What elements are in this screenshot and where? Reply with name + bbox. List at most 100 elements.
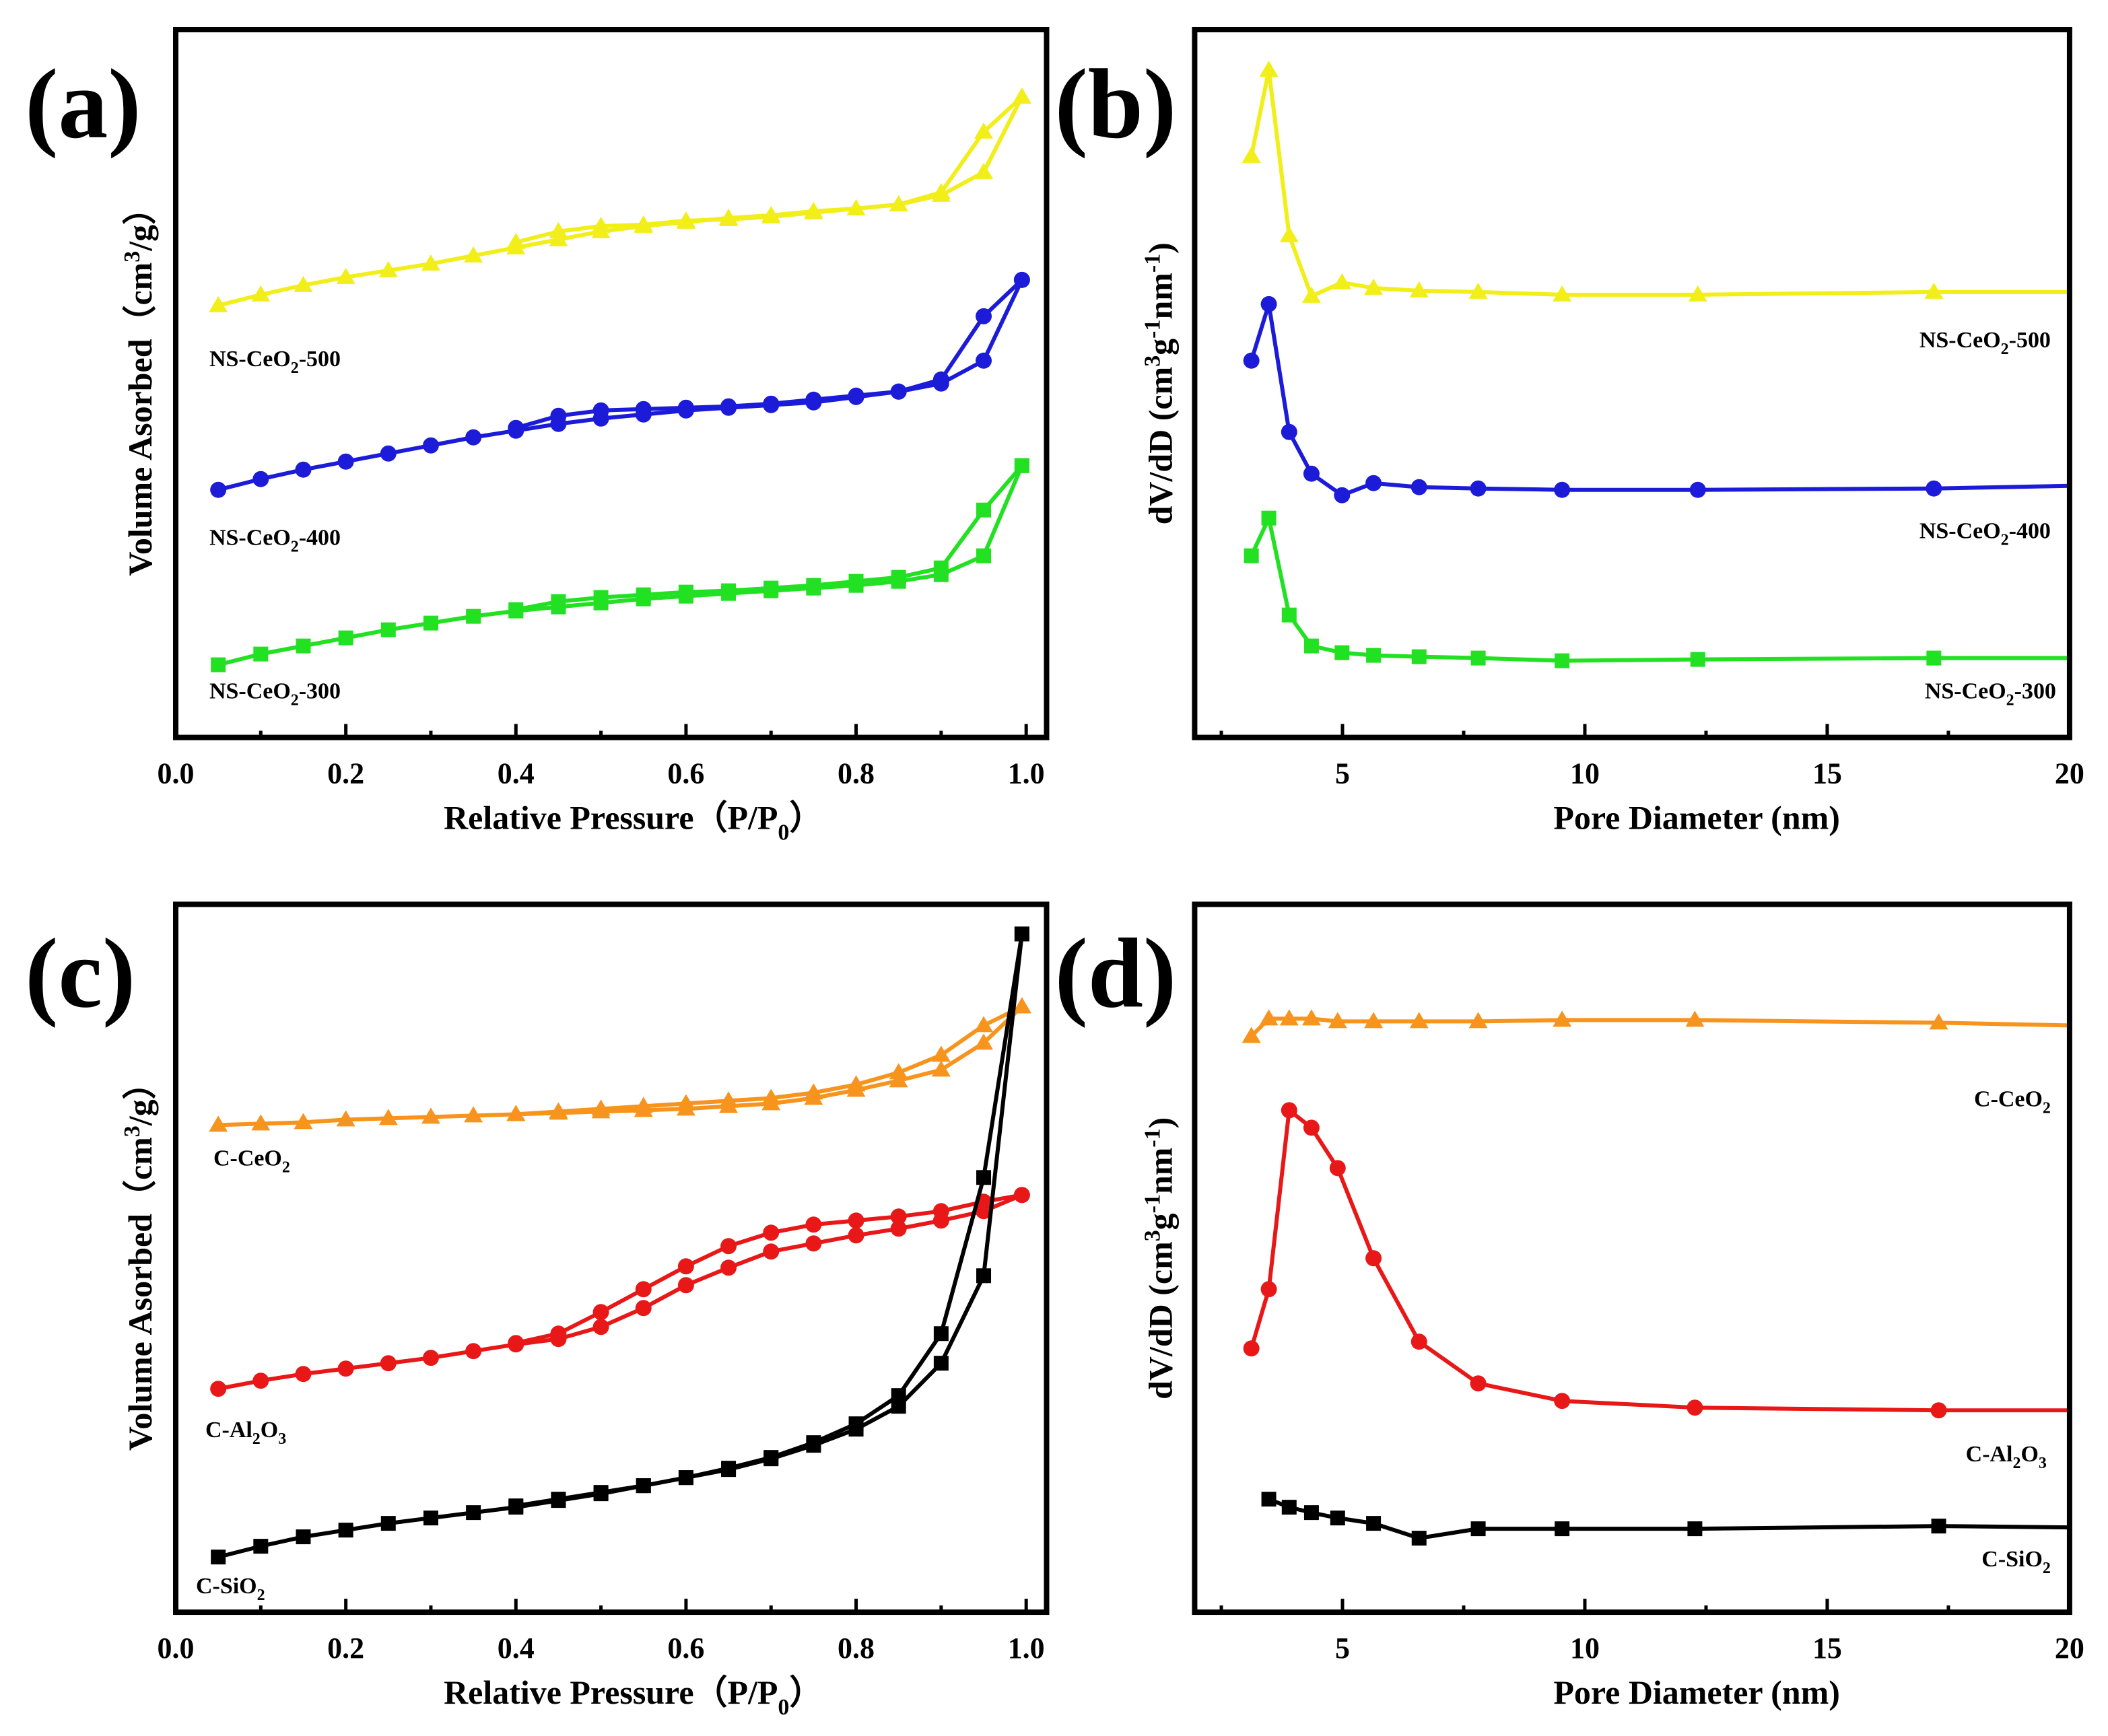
x-tick-label: 0.6 <box>667 757 704 790</box>
ns-ceo2-500-desorption-point <box>974 122 994 139</box>
ns-ceo2-400-adsorption-point <box>337 453 354 470</box>
c-sio2-point <box>1303 1505 1319 1521</box>
c-al2o3-adsorption-point <box>465 1343 482 1360</box>
c-ceo2-point <box>1328 1012 1347 1029</box>
c-ceo2-point <box>1364 1012 1384 1029</box>
c-ceo2-adsorption-point <box>421 1107 440 1124</box>
c-sio2-point <box>1687 1521 1703 1537</box>
x-axis-label-b: Pore Diameter (nm) <box>1553 799 1840 837</box>
c-al2o3-adsorption-point <box>890 1220 907 1237</box>
c-al2o3-desorption-point <box>508 1335 524 1352</box>
c-sio2-adsorption-point <box>253 1539 269 1554</box>
c-sio2-adsorption-line <box>217 934 1024 1560</box>
c-ceo2-point <box>1259 1009 1279 1026</box>
ns-ceo2-400-desorption-point <box>932 371 949 388</box>
c-ceo2-desorption-point <box>591 1099 611 1116</box>
c-al2o3-point <box>1281 1102 1297 1119</box>
ns-ceo2-400-adsorption-point <box>976 352 992 369</box>
ns-ceo2-300-point <box>1334 645 1350 660</box>
x-tick-label: 0.8 <box>838 1632 875 1665</box>
ns-ceo2-400-adsorption-point <box>295 461 312 478</box>
x-tick-label: 10 <box>1570 757 1600 790</box>
ns-ceo2-300-point <box>1281 607 1297 623</box>
ns-ceo2-500-desorption-point <box>549 221 568 238</box>
ns-ceo2-300-line <box>1249 516 2070 663</box>
ns-ceo2-400-desorption-point <box>1013 271 1030 288</box>
series-label-ns-ceo2-500: NS-CeO2-500 <box>209 347 341 377</box>
ns-ceo2-300-desorption-point <box>976 502 992 518</box>
c-ceo2-desorption-point <box>846 1075 866 1092</box>
c-sio2-desorption-point <box>763 1450 779 1465</box>
c-ceo2-desorption-point <box>719 1091 739 1108</box>
ns-ceo2-300-desorption-point <box>848 574 864 589</box>
ns-ceo2-300-point <box>1303 638 1319 654</box>
c-ceo2-point <box>1468 1012 1488 1029</box>
panel-label-c: (c) <box>25 918 135 1029</box>
ns-ceo2-400-desorption-point <box>677 399 694 416</box>
c-ceo2-desorption-point <box>634 1097 653 1113</box>
ns-ceo2-300-adsorption-point <box>380 622 396 637</box>
ns-ceo2-400-point <box>1410 479 1427 495</box>
c-al2o3-adsorption-point <box>252 1373 269 1389</box>
ns-ceo2-500-line <box>1249 67 2070 298</box>
ns-ceo2-300-point <box>1261 510 1277 526</box>
ns-ceo2-300-desorption-point <box>1014 458 1029 473</box>
ns-ceo2-500-desorption-point <box>591 216 611 233</box>
ns-ceo2-500-desorption-point <box>761 207 781 223</box>
c-ceo2-point <box>1685 1010 1705 1027</box>
ns-ceo2-400-point <box>1689 481 1706 498</box>
ns-ceo2-300-desorption-point <box>551 594 566 609</box>
c-al2o3-adsorption-point <box>210 1381 227 1397</box>
ns-ceo2-500-desorption-point <box>719 209 739 226</box>
c-sio2-point <box>1931 1519 1946 1534</box>
c-ceo2-point <box>1929 1013 1948 1030</box>
ns-ceo2-300-adsorption-point <box>976 548 992 563</box>
c-sio2-desorption-point <box>678 1470 693 1486</box>
c-al2o3-point <box>1365 1250 1382 1267</box>
c-sio2-adsorption-point <box>423 1511 438 1526</box>
c-sio2-desorption-point <box>593 1485 609 1500</box>
c-ceo2-point <box>1409 1012 1429 1029</box>
x-tick-label: 5 <box>1335 1632 1350 1665</box>
ns-ceo2-500-point <box>1259 60 1279 77</box>
c-ceo2-adsorption-point <box>336 1110 355 1127</box>
c-ceo2-adsorption-point <box>294 1113 313 1130</box>
panel-label-b: (b) <box>1054 49 1176 160</box>
c-ceo2-desorption-point <box>804 1083 823 1100</box>
ns-ceo2-500-desorption-point <box>889 195 908 211</box>
y-axis-label-a: Volume Asorbed（cm3/g） <box>120 191 159 576</box>
x-tick-label: 20 <box>2055 1632 2084 1665</box>
ns-ceo2-500-point <box>1468 282 1488 299</box>
c-ceo2-point <box>1242 1027 1261 1043</box>
c-sio2-point <box>1281 1500 1297 1515</box>
panel-label-a: (a) <box>25 49 141 160</box>
plot-frame-a <box>173 26 1050 740</box>
ns-ceo2-300-point <box>1690 652 1705 667</box>
x-axis-label-a: Relative Pressure（P/P0） <box>444 799 823 845</box>
x-tick-label: 10 <box>1570 1632 1600 1665</box>
x-tick-label: 0.4 <box>498 1632 535 1665</box>
c-sio2-desorption-point <box>721 1461 737 1476</box>
ns-ceo2-300-desorption-point <box>891 569 906 585</box>
panel-b-pore-distribution: (b) Pore Diameter (nm) dV/dD (cm3g-1nm-1… <box>1054 26 2084 837</box>
c-ceo2-desorption-point <box>931 1045 951 1062</box>
ns-ceo2-400-point <box>1470 480 1487 497</box>
c-al2o3-point <box>1260 1281 1277 1298</box>
x-tick-label: 15 <box>1812 757 1842 790</box>
x-tick-label: 0.6 <box>667 1632 704 1665</box>
ns-ceo2-500-point <box>1242 146 1261 163</box>
ns-ceo2-500-adsorption-point <box>209 296 228 312</box>
ns-ceo2-400-desorption-point <box>720 398 737 415</box>
ns-ceo2-500-desorption-point <box>1012 87 1031 104</box>
c-ceo2-desorption-point <box>1012 997 1031 1014</box>
ns-ceo2-500-adsorption-point <box>378 261 398 277</box>
c-al2o3-adsorption-point <box>763 1243 780 1260</box>
ns-ceo2-400-adsorption-point <box>210 481 227 498</box>
c-ceo2-adsorption-line <box>218 1005 1023 1127</box>
c-al2o3-adsorption-point <box>805 1235 822 1252</box>
series-label-c-sio2-d: C-SiO2 <box>1981 1547 2051 1577</box>
c-al2o3-desorption-point <box>763 1224 780 1241</box>
c-al2o3-desorption-point <box>848 1212 864 1229</box>
c-ceo2-adsorption-point <box>209 1115 228 1132</box>
x-tick-label: 1.0 <box>1008 757 1045 790</box>
